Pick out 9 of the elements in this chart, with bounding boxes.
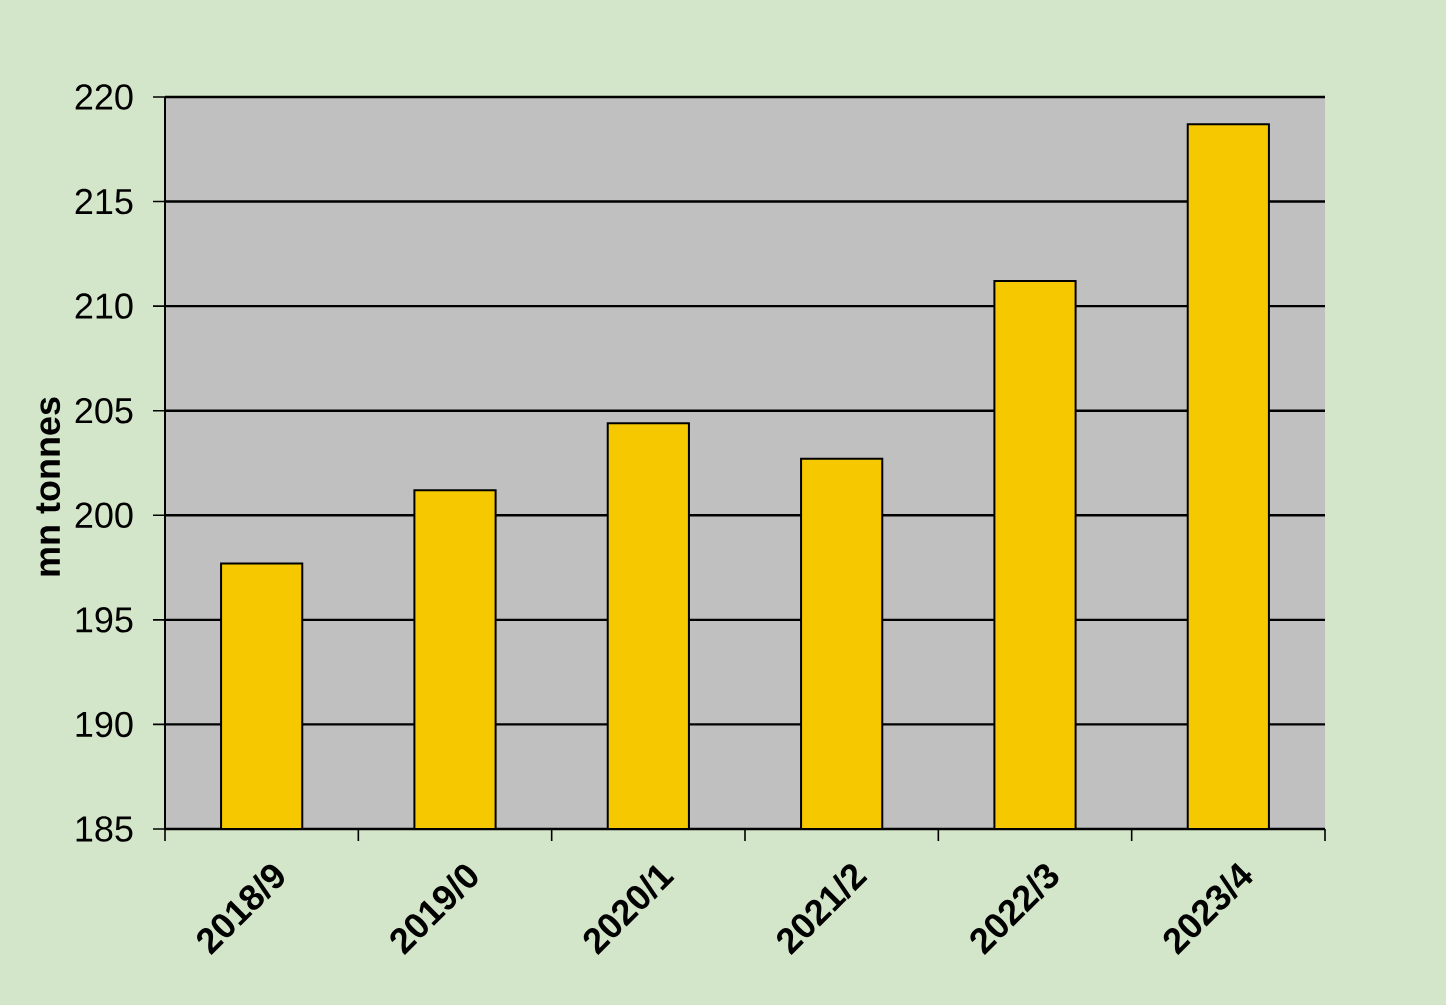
y-tick-label: 200: [75, 502, 133, 529]
y-axis-title: mn tonnes: [36, 397, 61, 576]
y-tick-label: 185: [76, 816, 133, 842]
y-tick-label: 195: [76, 607, 133, 633]
y-tick-label: 205: [75, 397, 133, 424]
y-tick-label: 215: [75, 188, 133, 215]
y-tick-label: 220: [75, 84, 133, 110]
y-tick-label: 210: [75, 293, 133, 319]
y-tick-label: 190: [76, 711, 133, 738]
